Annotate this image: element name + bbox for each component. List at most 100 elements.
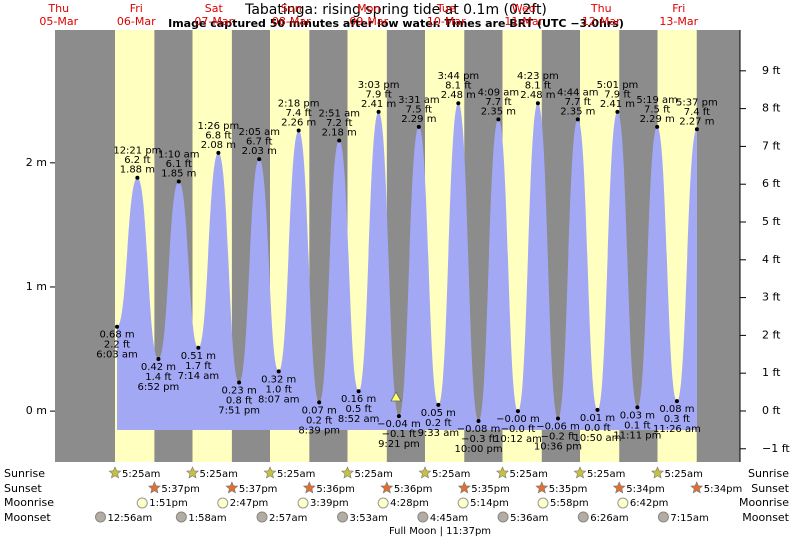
- row-label: Sunrise: [748, 467, 789, 480]
- sunset-icon: [457, 481, 471, 494]
- y2-tick-label: 0 ft: [762, 404, 781, 417]
- row-label: Moonset: [4, 511, 51, 524]
- row-label: Sunset: [4, 482, 42, 495]
- tide-label: 2.27 m: [679, 116, 714, 127]
- tide-label: 2.26 m: [281, 118, 316, 129]
- tide-label: 2.03 m: [242, 146, 277, 157]
- tide-label: 5:01 pm: [597, 80, 639, 91]
- tide-point: [555, 416, 560, 421]
- day-label: Fri: [130, 2, 143, 15]
- footer-note: Full Moon | 11:37pm: [389, 526, 491, 537]
- tide-label: 6.1 ft: [166, 159, 192, 170]
- tide-label: 2.41 m: [361, 99, 396, 110]
- tide-label: 2.48 m: [520, 90, 555, 101]
- date-label: 06-Mar: [117, 15, 156, 28]
- tide-label: −0.2 ft: [541, 432, 576, 443]
- y2-tick-label: 5 ft: [762, 215, 781, 228]
- tide-label: 2.2 ft: [104, 340, 130, 351]
- y2-tick-label: 7 ft: [762, 139, 781, 152]
- moonrise-icon: [297, 497, 309, 509]
- date-label: 10-Mar: [427, 15, 466, 28]
- sunset-time: 5:35pm: [471, 484, 510, 495]
- sunset-icon: [690, 481, 704, 494]
- tide-label: 10:36 pm: [534, 442, 582, 453]
- y2-tick-label: 3 ft: [762, 291, 781, 304]
- tide-label: 4:44 am: [557, 87, 599, 98]
- tide-label: 0.07 m: [302, 405, 337, 416]
- tide-label: 2.35 m: [560, 106, 595, 117]
- tide-point: [575, 117, 580, 122]
- date-label: 05-Mar: [39, 15, 78, 28]
- tide-label: 5:37 pm: [676, 97, 718, 108]
- tide-label: 8.1 ft: [525, 81, 551, 92]
- moonrise-icon: [136, 497, 148, 509]
- sunset-time: 5:34pm: [626, 484, 665, 495]
- tide-point: [655, 124, 660, 129]
- tide-point: [515, 409, 520, 414]
- tide-label: 1:26 pm: [198, 121, 240, 132]
- tide-label: 1.0 ft: [266, 384, 292, 395]
- sunrise-time: 5:25am: [664, 469, 702, 480]
- moonset-time: 2:57am: [269, 513, 307, 524]
- tide-label: 0.8 ft: [226, 396, 252, 407]
- tide-label: 11:26 am: [653, 424, 701, 435]
- day-label: Sat: [205, 2, 224, 15]
- tide-label: 2.48 m: [441, 90, 476, 101]
- row-label: Sunset: [751, 482, 789, 495]
- tide-label: 0.08 m: [659, 404, 694, 415]
- tide-point: [176, 179, 181, 184]
- tide-label: 7.9 ft: [604, 89, 630, 100]
- tide-label: 0.0 ft: [584, 423, 610, 434]
- tide-label: 0.01 m: [580, 413, 615, 424]
- sunrise-icon: [186, 466, 199, 479]
- tide-label: −0.0 ft: [501, 424, 536, 435]
- tide-label: 7:14 am: [178, 371, 220, 382]
- tide-label: 3:44 pm: [437, 71, 479, 82]
- tide-label: 2.29 m: [401, 114, 436, 125]
- moonset-icon: [497, 511, 509, 523]
- row-label: Moonset: [742, 511, 789, 524]
- tide-label: 2.29 m: [640, 114, 675, 125]
- tide-point: [276, 369, 281, 374]
- tide-point: [436, 402, 441, 407]
- y-tick-label: 1 m: [26, 280, 47, 293]
- y2-tick-label: 9 ft: [762, 64, 781, 77]
- sunset-icon: [225, 481, 239, 494]
- tide-point: [196, 345, 201, 350]
- row-label: Moonrise: [739, 496, 789, 509]
- moonset-time: 6:26am: [590, 513, 628, 524]
- tide-point: [396, 414, 401, 419]
- tide-point: [156, 356, 161, 361]
- moonrise-time: 1:51pm: [149, 498, 188, 509]
- tide-point: [694, 127, 699, 132]
- tide-label: 3:31 am: [398, 95, 440, 106]
- sunset-icon: [612, 481, 626, 494]
- moonset-icon: [175, 511, 187, 523]
- sunset-icon: [380, 481, 394, 494]
- sunrise-icon: [573, 466, 587, 479]
- tide-point: [674, 399, 679, 404]
- day-label: Wed: [512, 2, 536, 15]
- date-label: 07-Mar: [194, 15, 233, 28]
- tide-label: 2.35 m: [481, 106, 516, 117]
- moonset-icon: [577, 511, 589, 523]
- tide-area: [117, 103, 697, 430]
- tide-point: [296, 128, 301, 133]
- tide-point: [535, 101, 540, 106]
- tide-label: 0.51 m: [181, 351, 216, 362]
- tide-point: [257, 157, 262, 162]
- tide-label: 6:03 am: [96, 350, 138, 361]
- moonrise-time: 6:42pm: [630, 498, 669, 509]
- sunset-time: 5:37pm: [239, 484, 278, 495]
- moonset-time: 5:36am: [510, 513, 548, 524]
- date-label: 09-Mar: [349, 15, 388, 28]
- tide-label: 0.16 m: [341, 394, 376, 405]
- moonrise-icon: [377, 497, 389, 509]
- sunrise-time: 5:25am: [509, 469, 547, 480]
- sunrise-time: 5:25am: [432, 469, 470, 480]
- sunset-time: 5:35pm: [549, 484, 588, 495]
- chart-title: Tabatinga: rising spring tide at 0.1m (0…: [244, 2, 547, 18]
- tide-label: 0.5 ft: [345, 404, 371, 415]
- tide-label: 9:21 pm: [378, 439, 420, 450]
- moonset-time: 4:45am: [430, 513, 468, 524]
